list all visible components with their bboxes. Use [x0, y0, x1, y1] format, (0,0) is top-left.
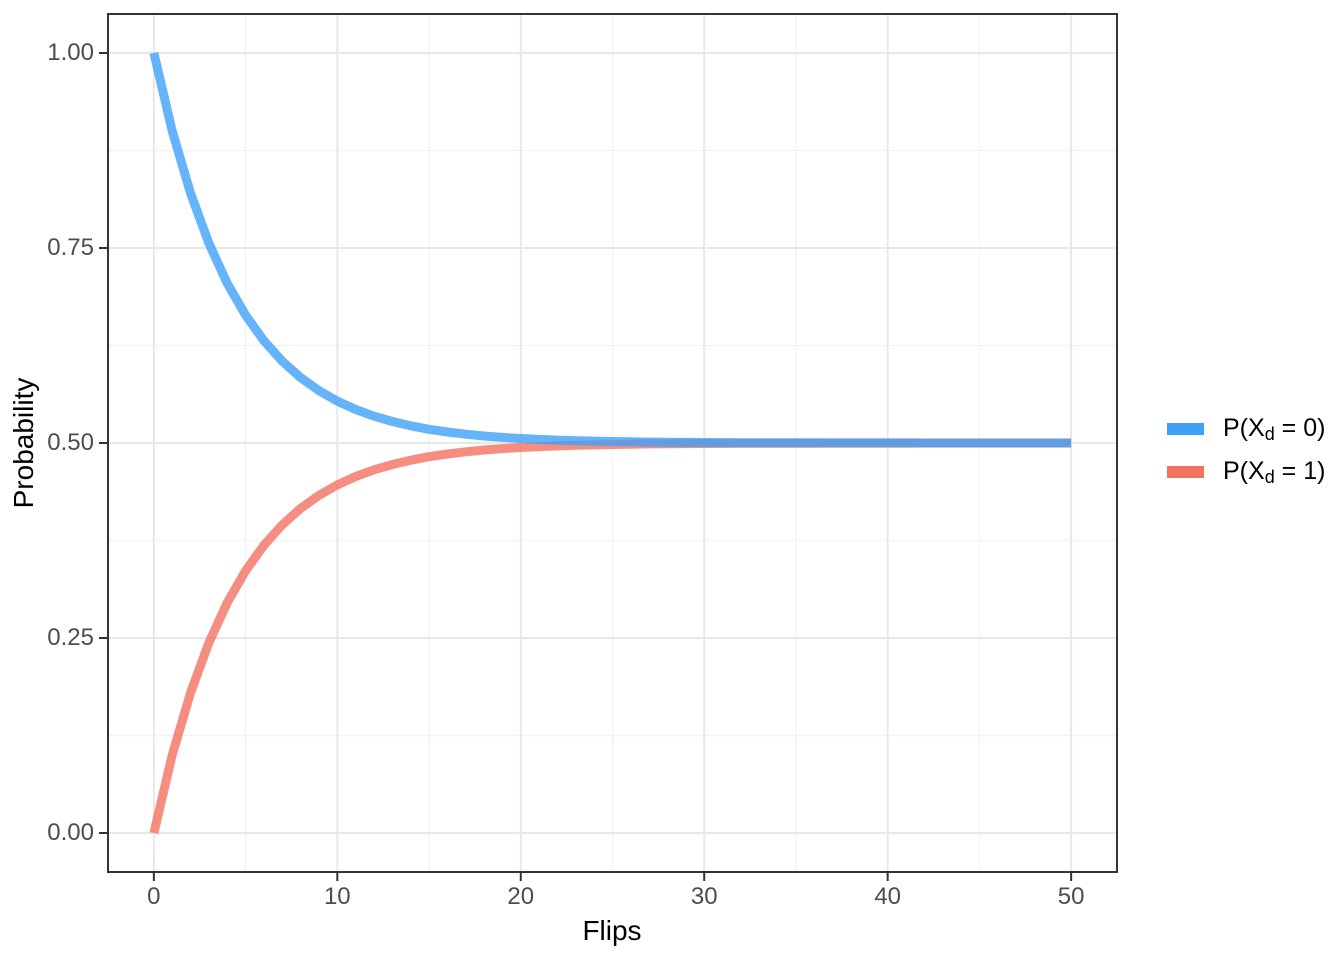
y-tick-label: 0.75 [47, 234, 94, 261]
legend-label-suffix: = 0) [1274, 414, 1326, 442]
legend-label-subscript: d [1264, 466, 1275, 487]
panel-border [107, 13, 1118, 873]
legend-key-line-blue [1167, 422, 1204, 435]
x-tick-label: 30 [690, 883, 718, 910]
legend-label-p0: P(Xd = 0) [1223, 414, 1325, 443]
legend-label-subscript: d [1264, 423, 1275, 444]
legend-label-prefix: P(X [1223, 414, 1265, 442]
y-tick-label: 1.00 [47, 39, 94, 66]
legend-item-p1: P(Xd = 1) [1167, 457, 1325, 486]
x-tick-label: 10 [323, 883, 351, 910]
x-tick-label: 40 [874, 883, 902, 910]
legend-label-suffix: = 1) [1274, 457, 1326, 485]
y-axis-title: Probability [8, 377, 39, 509]
x-tick-label: 20 [507, 883, 535, 910]
series-line-0 [149, 51, 1072, 448]
y-tick-label: 0.00 [47, 819, 94, 846]
y-tick-label: 0.50 [47, 429, 94, 456]
y-tick-label: 0.25 [47, 624, 94, 651]
x-tick-label: 50 [1057, 883, 1085, 910]
legend-key-line-red [1167, 465, 1204, 478]
legend: P(Xd = 0) P(Xd = 1) [1167, 414, 1325, 486]
x-tick-label: 0 [147, 883, 161, 910]
series-lines [149, 51, 1072, 835]
axis-tick-marks [99, 52, 1073, 881]
legend-item-p0: P(Xd = 0) [1167, 414, 1325, 443]
legend-label-prefix: P(X [1223, 457, 1265, 485]
legend-label-p1: P(Xd = 1) [1223, 457, 1325, 486]
x-axis-title: Flips [582, 915, 642, 946]
